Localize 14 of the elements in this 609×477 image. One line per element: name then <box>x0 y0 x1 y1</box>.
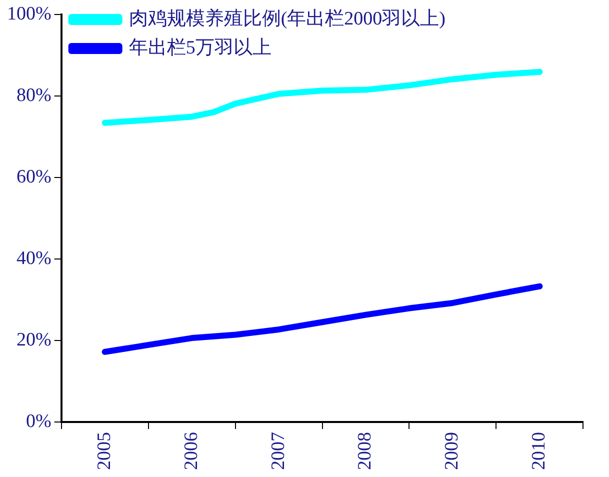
legend-label: 肉鸡规模养殖比例(年出栏2000羽以上) <box>128 7 446 30</box>
x-tick-label: 2006 <box>180 432 202 470</box>
x-tick-label: 2005 <box>94 432 115 470</box>
x-tick-label: 2008 <box>354 432 376 470</box>
y-tick-label: 20% <box>16 329 52 350</box>
x-tick-label: 2007 <box>268 432 289 470</box>
y-tick-label: 0% <box>26 410 52 432</box>
x-tick-label: 2010 <box>528 432 550 470</box>
y-tick-label: 100% <box>7 3 52 24</box>
x-tick-label: 2009 <box>442 432 463 470</box>
y-tick-label: 60% <box>16 166 52 188</box>
y-tick-label: 40% <box>16 248 52 269</box>
y-tick-label: 80% <box>16 84 52 106</box>
legend-label: 年出栏5万羽以上 <box>128 37 272 58</box>
